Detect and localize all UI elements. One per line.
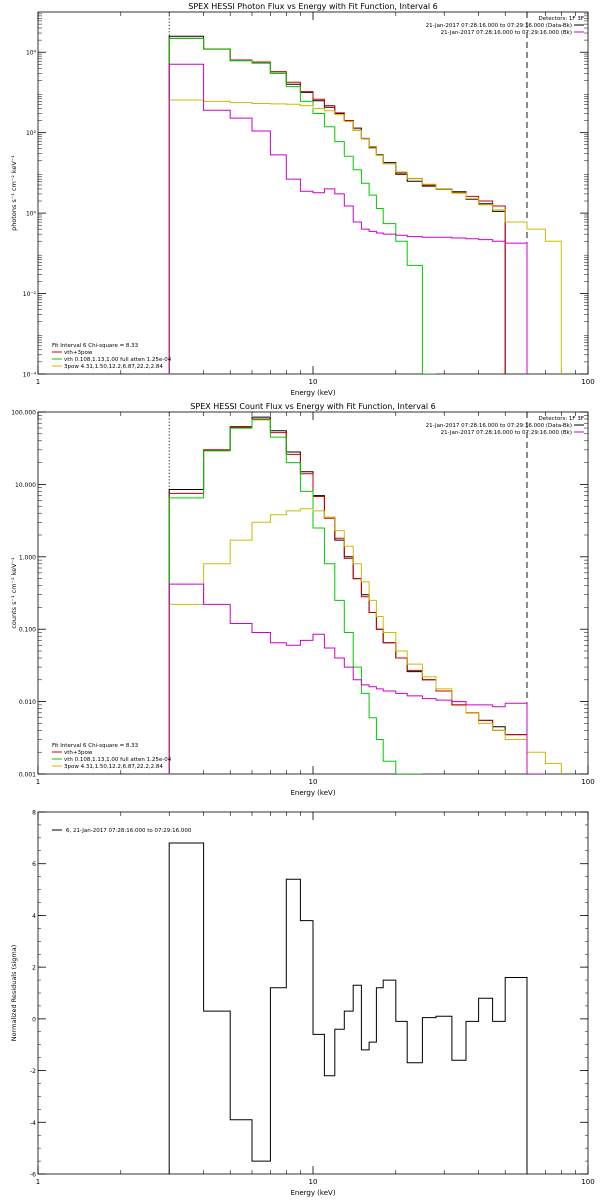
chart-title: SPEX HESSI Photon Flux vs Energy with Fi… [188,2,438,11]
y-axis-label: Normalized Residuals (sigma) [10,945,18,1042]
y-tick-label: 8 [32,810,36,817]
y-axis-label: photons s⁻¹ cm⁻² keV⁻¹ [10,155,18,231]
legend-label: 21-Jan-2017 07:28:16.000 to 07:29:16.000… [441,430,572,436]
series-3pow [168,508,562,774]
y-tick-label: -4 [30,1120,36,1127]
x-tick-label: 10 [309,378,318,386]
series-vth [168,37,436,374]
legend-label: 3pow 4.31,1.50,12.2,6.87,22.2,2.84 [64,364,163,370]
legend-label: vth+3pow [64,350,93,356]
legend-label: Detectors: 1F 3F [538,416,584,422]
legend-label: vth+3pow [64,750,93,756]
y-tick-label: 6 [32,861,36,868]
y-tick-label: 2 [32,965,36,972]
y-tick-label: 0.001 [19,772,36,779]
y-tick-label: 10.000 [15,482,36,489]
legend-label: 21-Jan-2017 07:28:16.000 to 07:29:16.000… [426,423,572,429]
legend-label: Detectors: 1F 3F [538,16,584,22]
x-tick-label: 100 [581,378,594,386]
y-tick-label: 0 [32,1016,36,1023]
legend-label: vth 0.108,1.13,1.00 full atten 1.25e-04 [64,357,172,363]
chart-1: SPEX HESSI Photon Flux vs Energy with Fi… [10,2,595,397]
series-group [168,842,528,1174]
x-tick-label: 1 [36,778,40,786]
x-axis-label: Energy (keV) [290,389,335,397]
x-axis-label: Energy (keV) [290,1189,335,1197]
y-tick-label: 10⁴ [26,50,37,57]
series-group [168,35,562,374]
y-tick-label: 1.000 [19,554,36,561]
legend-label: 6, 21-Jan-2017 07:28:16.000 to 07:29:16.… [66,828,192,834]
chart-2: SPEX HESSI Count Flux vs Energy with Fit… [10,402,595,797]
legend-label: vth 0.108,1.13,1.00 full atten 1.25e-04 [64,757,172,763]
x-tick-label: 10 [309,1178,318,1186]
x-tick-label: 100 [581,1178,594,1186]
chart-3: 1 10 100 Energy (keV) -6 -4 -2 0 2 4 6 8 Normalized … [10,810,595,1198]
legend-label: 21-Jan-2017 07:28:16.000 to 07:29:16.000… [426,23,572,29]
y-tick-label: -6 [30,1172,36,1179]
legend-label: 21-Jan-2017 07:28:16.000 to 07:29:16.000… [441,30,572,36]
y-tick-label: -2 [30,1068,36,1075]
y-tick-label: 10² [26,130,37,137]
series-bk [168,583,546,774]
x-tick-label: 1 [36,378,40,386]
chart-title: SPEX HESSI Count Flux vs Energy with Fit… [190,402,435,411]
y-tick-label: 4 [32,913,36,920]
x-tick-label: 100 [581,778,594,786]
series-3pow [168,99,562,374]
y-tick-label: 100.000 [11,410,36,417]
y-axis-label: counts s⁻¹ cm⁻² keV⁻¹ [10,557,18,629]
y-tick-label: 10⁰ [26,211,37,218]
x-axis-label: Energy (keV) [290,789,335,797]
y-tick-label: 0.100 [19,627,36,634]
y-tick-label: 0.010 [19,699,36,706]
legend-label: Fit Interval 6 Chi-square = 8.33 [52,343,139,349]
legend-label: 3pow 4.31,1.50,12.2,6.87,22.2,2.84 [64,764,163,770]
series-residuals [168,842,528,1174]
x-tick-label: 1 [36,1178,40,1186]
series-bk [168,63,528,374]
y-tick-label: 10⁻⁴ [23,372,37,379]
series-group [168,416,562,774]
y-tick-label: 10⁻² [23,291,37,298]
x-tick-label: 10 [309,778,318,786]
legend-label: Fit Interval 6 Chi-square = 8.33 [52,743,139,749]
series-vth [168,419,423,774]
